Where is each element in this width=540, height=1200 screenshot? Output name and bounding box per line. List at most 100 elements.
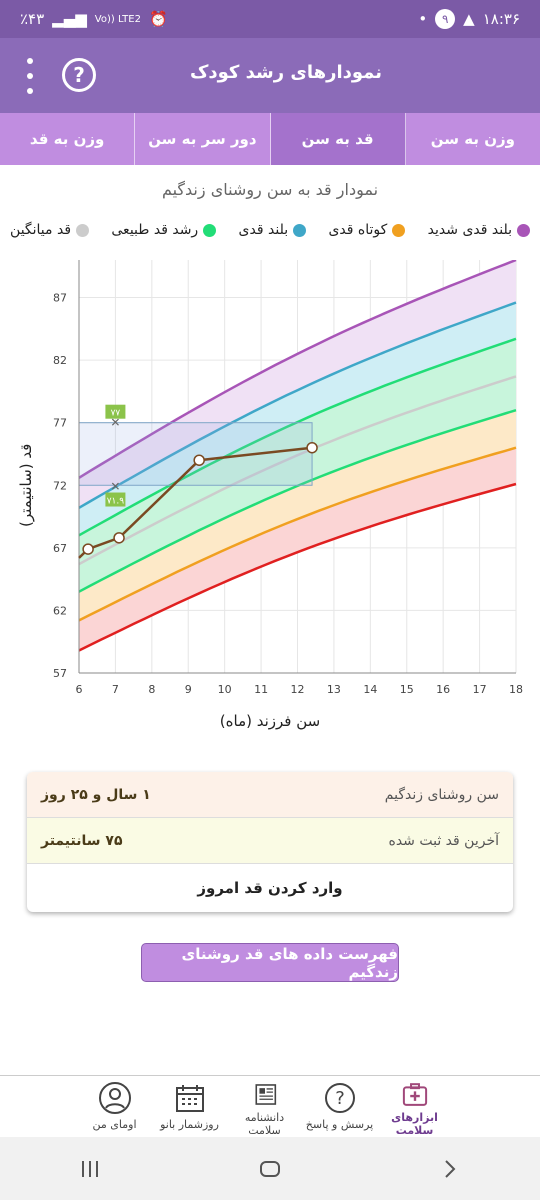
growth-chart: 6 7 8 9 10 11 12 13 14 15 16 17 1857626772778287✕۷۷✕… — [53, 260, 523, 696]
height-row: آخرین قد ثبت شده ۷۵ سانتیمتر — [27, 818, 513, 864]
measured-point — [82, 543, 94, 555]
bottom-nav: ابزارهای سلامت ? پرسش و پاسخ دانشنامه سل… — [0, 1075, 540, 1137]
back-icon — [445, 1159, 456, 1178]
chart-title: نمودار قد به سن روشنای زندگیم — [161, 180, 379, 199]
x-tick-label: 9 — [185, 683, 192, 696]
height-list-button[interactable]: فهرست داده های قد روشنای زندگیم — [141, 943, 399, 982]
x-tick-label: 15 — [400, 683, 414, 696]
legend-label: قد میانگین — [10, 222, 72, 238]
status-left: ٪۴۳ ▂▄▆ Vo)) LTE2 ⏰ — [20, 10, 168, 28]
legend-item: کوتاه قدی — [328, 222, 406, 238]
band-area — [79, 447, 516, 651]
medkit-icon — [402, 1083, 427, 1106]
x-tick-label: 18 — [509, 683, 523, 696]
band-area — [79, 338, 516, 592]
nav-calendar[interactable]: روزشمار بانو — [152, 1076, 227, 1137]
legend-dot — [76, 223, 90, 237]
tab-head-to-age[interactable]: دور سر به سن — [135, 113, 271, 165]
battery-text: ٪۴۳ — [20, 10, 45, 28]
info-card: سن روشنای زندگیم ۱ سال و ۲۵ روز آخرین قد… — [27, 772, 513, 912]
marker-x: ✕ — [110, 416, 120, 430]
x-axis-label: سن فرزند (ماه) — [219, 712, 321, 730]
x-tick-label: 17 — [473, 683, 487, 696]
nav-health-tools[interactable]: ابزارهای سلامت — [377, 1076, 452, 1137]
legend-label: رشد قد طبیعی — [111, 222, 199, 238]
legend-dot — [392, 223, 406, 237]
x-tick-label: 10 — [218, 683, 232, 696]
help-button[interactable]: ? — [62, 58, 96, 92]
y-tick-label: 77 — [53, 417, 67, 430]
tab-weight-to-height[interactable]: وزن به قد — [0, 113, 136, 165]
home-button[interactable] — [250, 1149, 290, 1189]
tabs-bar: وزن به قد دور سر به سن قد به سن وزن به س… — [0, 113, 540, 165]
warning-icon: ▲ — [463, 10, 475, 28]
tab-height-to-age[interactable]: قد به سن — [270, 113, 406, 165]
x-tick-label: 12 — [291, 683, 305, 696]
question-icon: ? — [324, 1083, 355, 1113]
signal-icon: ▂▄▆ — [52, 10, 87, 28]
curve-green-low — [78, 409, 517, 593]
marker-x: ✕ — [110, 480, 120, 494]
enter-height-button[interactable]: وارد کردن قد امروز — [197, 879, 343, 897]
legend-dot — [517, 223, 530, 237]
legend-label: بلند قدی — [238, 222, 289, 238]
home-icon — [260, 1160, 280, 1177]
band-area — [79, 410, 516, 621]
tab-weight-to-age[interactable]: وزن به سن — [430, 130, 515, 148]
legend-label: بلند قدی شدید — [427, 222, 512, 238]
app-bar: ? نمودارهای رشد کودک — [0, 38, 540, 113]
legend-item: رشد قد طبیعی — [111, 222, 217, 238]
chart-legend: بلند قدی شدید کوتاه قدی بلند قدی رشد قد … — [10, 222, 530, 238]
x-tick-label: 16 — [436, 683, 450, 696]
nav-label: پرسش و پاسخ — [305, 1118, 374, 1131]
y-tick-label: 82 — [53, 354, 67, 367]
x-tick-label: 14 — [363, 683, 377, 696]
legend-item: قد میانگین — [10, 222, 90, 238]
clock-text: ۱۸:۳۶ — [482, 10, 520, 28]
marker-label: ۷۱.۹ — [107, 497, 125, 507]
svg-text:?: ? — [335, 1088, 345, 1109]
calendar-icon — [175, 1085, 204, 1112]
app-title: نمودارهای رشد کودک — [189, 62, 382, 83]
nav-qa[interactable]: ? پرسش و پاسخ — [302, 1076, 377, 1137]
age-value: ۱ سال و ۲۵ روز — [41, 786, 151, 803]
age-label: سن روشنای زندگیم — [384, 786, 499, 803]
y-tick-label: 62 — [53, 604, 67, 617]
nav-encyclopedia[interactable]: دانشنامه سلامت — [227, 1076, 302, 1137]
measured-point — [193, 454, 205, 466]
notification-badge: ۹ — [435, 9, 456, 29]
x-tick-label: 13 — [327, 683, 341, 696]
legend-item: بلند قدی شدید — [428, 222, 530, 238]
nav-label: ابزارهای سلامت — [391, 1111, 438, 1137]
y-tick-label: 67 — [53, 542, 67, 555]
curve-median — [78, 375, 517, 566]
network-text: Vo)) LTE2 — [94, 13, 141, 25]
nav-label: دانشنامه سلامت — [244, 1111, 285, 1137]
highlight-box — [78, 422, 313, 486]
age-row: سن روشنای زندگیم ۱ سال و ۲۵ روز — [27, 772, 513, 818]
marker-label: ۷۷ — [111, 409, 121, 419]
curve-green-high — [78, 337, 517, 537]
y-tick-label: 87 — [53, 292, 67, 305]
more-options-icon[interactable] — [20, 58, 40, 94]
x-tick-label: 6 — [76, 683, 83, 696]
legend-label: کوتاه قدی — [328, 222, 388, 238]
alarm-icon: ⏰ — [148, 10, 168, 28]
newspaper-icon — [254, 1084, 276, 1105]
curve-orange — [78, 446, 517, 622]
back-button[interactable] — [430, 1149, 470, 1189]
user-icon — [98, 1082, 131, 1114]
curve-blue — [78, 301, 517, 509]
measured-point — [113, 532, 125, 544]
system-nav-bar — [0, 1137, 540, 1200]
x-tick-label: 8 — [148, 683, 155, 696]
height-value: ۷۵ سانتیمتر — [41, 832, 123, 849]
y-tick-label: 72 — [53, 479, 67, 492]
recents-icon — [82, 1160, 98, 1177]
nav-label: روزشمار بانو — [160, 1118, 219, 1131]
recents-button[interactable] — [70, 1149, 110, 1189]
status-bar: ٪۴۳ ▂▄▆ Vo)) LTE2 ⏰ • ۹ ▲ ۱۸:۳۶ — [0, 0, 540, 38]
nav-profile[interactable]: اومای من — [77, 1076, 152, 1137]
x-tick-label: 7 — [112, 683, 119, 696]
curve-purple — [78, 260, 517, 479]
